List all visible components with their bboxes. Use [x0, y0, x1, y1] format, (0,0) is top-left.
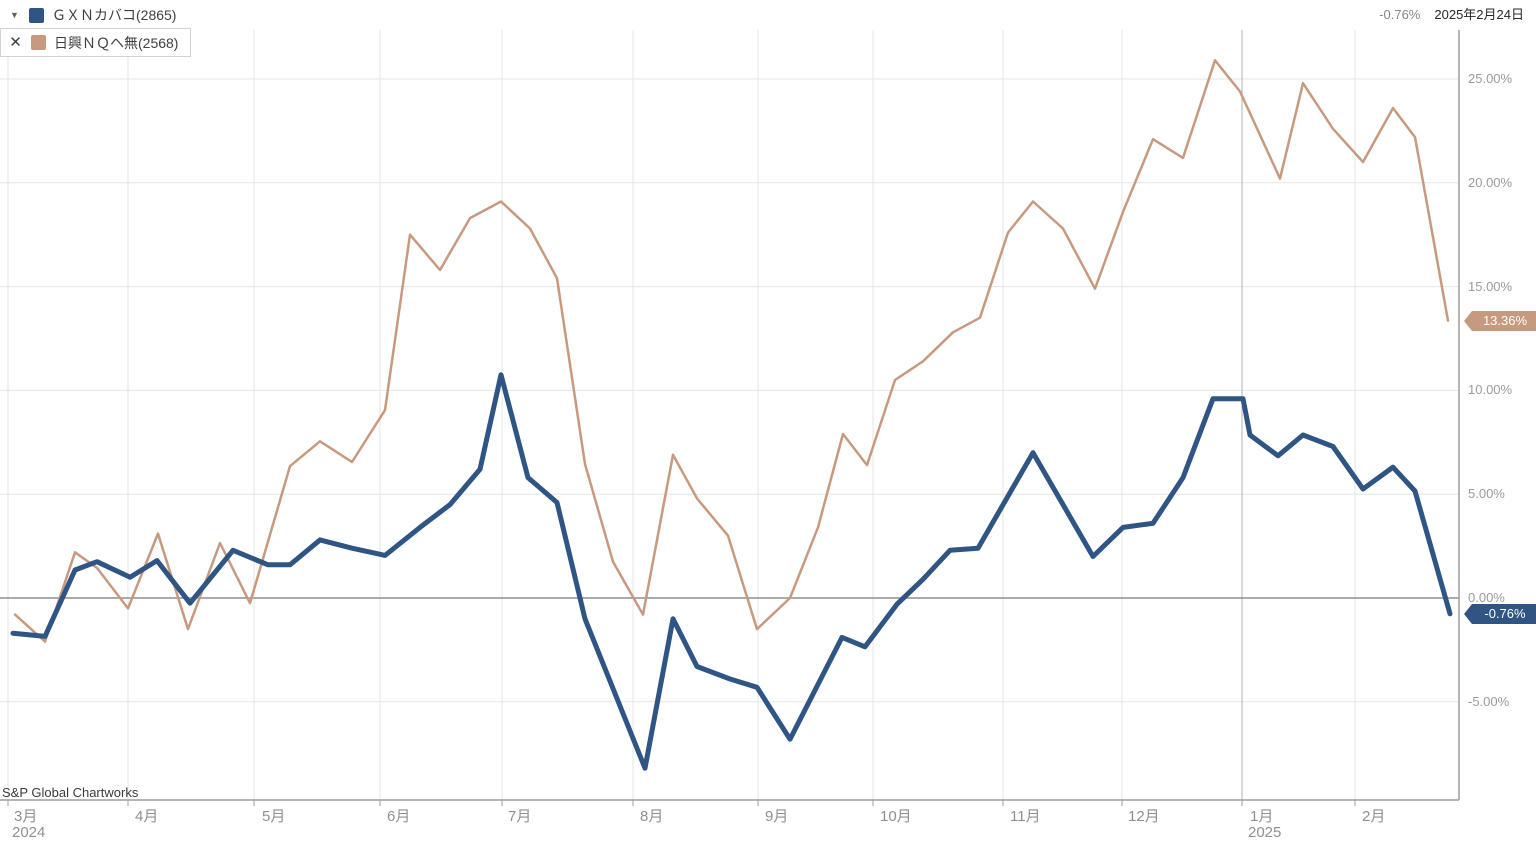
x-tick-label: 12月	[1128, 808, 1160, 825]
y-tick-label: 15.00%	[1468, 278, 1513, 294]
x-tick-label: 3月	[14, 808, 38, 825]
x-tick-label: 10月	[880, 808, 912, 825]
legend-secondary-series[interactable]: ✕ 日興ＮＱヘ無(2568)	[0, 28, 191, 57]
readout-date: 2025年2月24日	[1434, 7, 1524, 22]
x-tick-label: 6月	[387, 808, 411, 825]
series-color-swatch-2865	[29, 7, 44, 23]
last-value-tag-2865: -0.76%	[1464, 603, 1536, 624]
y-tick-label: 25.00%	[1468, 71, 1513, 86]
y-tick-label: 10.00%	[1468, 382, 1513, 398]
y-tick-label: 5.00%	[1468, 486, 1505, 502]
y-tick-label: -5.00%	[1468, 693, 1510, 709]
x-tick-label: 7月	[508, 808, 532, 825]
last-value-tag-2568: 13.36%	[1464, 310, 1536, 331]
x-tick-label: 11月	[1010, 808, 1041, 825]
x-tick-label: 8月	[640, 808, 664, 825]
x-tick-label: 5月	[262, 808, 286, 825]
dropdown-caret-icon[interactable]: ▼	[10, 10, 19, 20]
remove-series-icon[interactable]: ✕	[9, 34, 22, 51]
branding-text: S&P Global Chartworks	[2, 785, 139, 800]
x-tick-label: 9月	[765, 808, 789, 825]
x-tick-label: 1月	[1250, 808, 1274, 825]
last-value-tag-2865-text: -0.76%	[1484, 605, 1526, 621]
readout-last-value: -0.76%	[1379, 7, 1421, 22]
header-readout: -0.76% 2025年2月24日	[1379, 4, 1524, 23]
x-tick-sublabel: 2024	[12, 824, 46, 841]
legend-primary-series[interactable]: ▼ ＧＸＮカバコ(2865)	[8, 5, 176, 25]
series-line-2568	[13, 59, 1450, 643]
last-value-tag-2568-text: 13.36%	[1482, 312, 1528, 328]
y-tick-label: 0.00%	[1468, 590, 1505, 605]
y-tick-label: 20.00%	[1468, 174, 1513, 190]
price-chart-canvas[interactable]	[0, 30, 1460, 808]
x-tick-label: 4月	[135, 808, 159, 825]
series-label-2568: 日興ＮＱヘ無(2568)	[54, 34, 179, 51]
series-label-2865: ＧＸＮカバコ(2865)	[52, 7, 177, 23]
series-color-swatch-2568	[31, 35, 46, 50]
x-tick-sublabel: 2025	[1248, 824, 1282, 841]
x-tick-label: 2月	[1362, 808, 1386, 825]
series-line-2865	[10, 372, 1453, 771]
